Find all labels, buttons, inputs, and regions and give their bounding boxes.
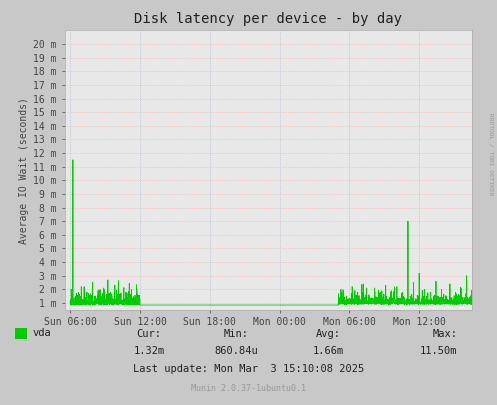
Text: Min:: Min: xyxy=(224,329,248,339)
Text: 1.32m: 1.32m xyxy=(134,346,165,356)
Text: vda: vda xyxy=(32,328,51,338)
Text: Last update: Mon Mar  3 15:10:08 2025: Last update: Mon Mar 3 15:10:08 2025 xyxy=(133,364,364,373)
Text: 860.84u: 860.84u xyxy=(214,346,258,356)
Text: RRDTOOL / TOBI OETIKER: RRDTOOL / TOBI OETIKER xyxy=(489,113,494,195)
Text: 11.50m: 11.50m xyxy=(420,346,457,356)
Text: Avg:: Avg: xyxy=(316,329,340,339)
Text: 1.66m: 1.66m xyxy=(313,346,343,356)
Title: Disk latency per device - by day: Disk latency per device - by day xyxy=(134,13,403,26)
Y-axis label: Average IO Wait (seconds): Average IO Wait (seconds) xyxy=(19,97,29,243)
Text: Max:: Max: xyxy=(432,329,457,339)
Text: Munin 2.0.37-1ubuntu0.1: Munin 2.0.37-1ubuntu0.1 xyxy=(191,384,306,393)
Text: Cur:: Cur: xyxy=(137,329,162,339)
